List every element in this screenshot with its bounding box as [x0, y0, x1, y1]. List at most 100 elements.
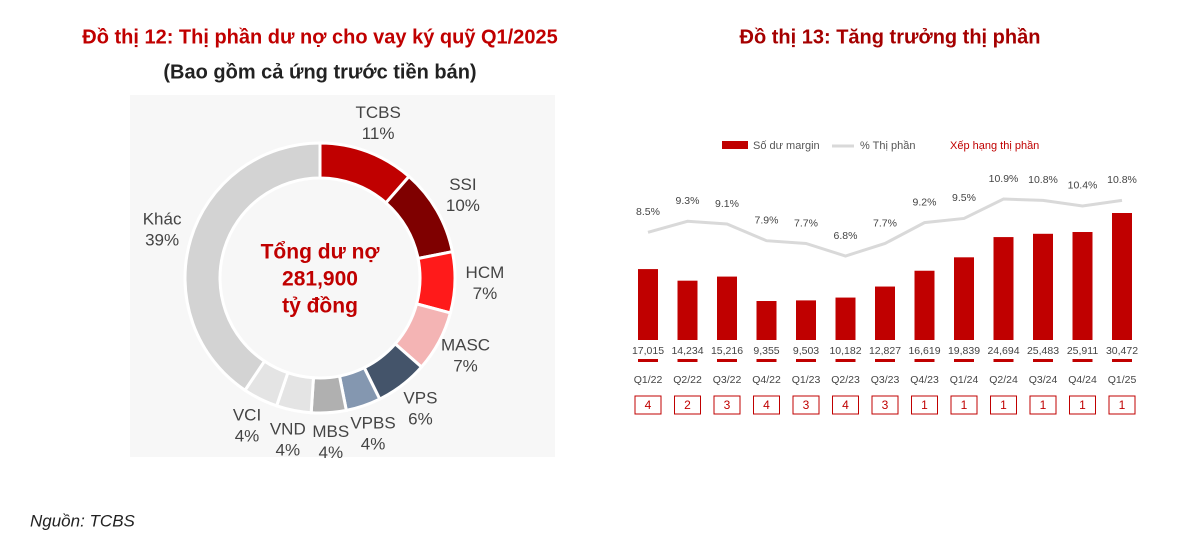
bar-foot	[756, 359, 777, 362]
slice-value: 11%	[362, 124, 395, 143]
rank-box	[990, 395, 1017, 415]
rank-box	[792, 395, 820, 415]
x-tick-label: Q3/23	[871, 374, 900, 386]
bar-foot	[717, 359, 737, 362]
x-tick-label: Q4/23	[910, 374, 939, 386]
line-value-label: 9.1%	[715, 198, 739, 210]
bar-value-label: 19,839	[948, 345, 980, 357]
slice-label: MBS	[312, 422, 349, 441]
rank-label: 4	[645, 398, 652, 412]
rank-box	[634, 395, 662, 415]
rank-box	[832, 395, 859, 415]
slice-value: 4%	[235, 426, 260, 445]
bar	[914, 270, 935, 340]
bar	[677, 280, 698, 340]
rank-box	[1108, 395, 1136, 415]
slice-label: HCM	[466, 263, 505, 282]
line-value-label: 7.7%	[794, 217, 818, 229]
slice-value: 6%	[408, 409, 433, 428]
bar	[954, 257, 974, 340]
slice-value: 10%	[446, 196, 480, 215]
rank-label: 1	[961, 398, 968, 412]
rank-box	[753, 395, 780, 415]
rank-label: 2	[684, 398, 691, 412]
bar-foot	[638, 359, 658, 362]
slice-value: 4%	[361, 435, 386, 454]
line-value-label: 7.9%	[755, 214, 779, 226]
chart-title: Đồ thị 12: Thị phần dư nợ cho vay ký quỹ…	[82, 26, 557, 48]
legend-label: Số dư margin	[753, 140, 820, 152]
bar-value-label: 9,355	[753, 345, 779, 357]
slice-label: VCI	[233, 405, 261, 424]
center-label: Tổng dư nợ	[261, 241, 380, 264]
slice-value: 4%	[319, 443, 344, 462]
bar-foot	[993, 359, 1014, 362]
bar-value-label: 25,483	[1027, 345, 1059, 357]
bar-foot	[875, 359, 895, 362]
line-value-label: 10.8%	[1028, 174, 1058, 186]
rank-label: 1	[1119, 398, 1126, 412]
slice-value: 7%	[453, 356, 478, 375]
bar	[638, 269, 658, 340]
rank-label: 3	[882, 398, 889, 412]
x-tick-label: Q1/25	[1108, 374, 1137, 386]
x-tick-label: Q3/22	[713, 374, 742, 386]
rank-box	[1029, 395, 1057, 415]
line-value-label: 9.3%	[676, 195, 700, 207]
pie-slice	[414, 249, 457, 315]
bar-value-label: 24,694	[987, 345, 1019, 357]
x-tick-label: Q4/22	[752, 374, 781, 386]
rank-label: 4	[842, 398, 849, 412]
bar-value-label: 30,472	[1106, 345, 1138, 357]
slice-label: VPS	[403, 388, 437, 407]
bar-value-label: 16,619	[908, 345, 940, 357]
bar-foot	[954, 359, 974, 362]
pie-slice	[309, 374, 349, 415]
line-value-label: 9.5%	[952, 192, 976, 204]
bar-foot	[1033, 359, 1053, 362]
line-value-label: 6.8%	[834, 230, 858, 242]
bar	[993, 237, 1014, 340]
rank-box	[911, 395, 938, 415]
x-tick-label: Q1/24	[950, 374, 979, 386]
bar-foot	[677, 359, 698, 362]
x-tick-label: Q2/23	[831, 374, 860, 386]
line	[647, 197, 1123, 258]
bar-value-label: 10,182	[829, 345, 861, 357]
bar-value-label: 14,234	[671, 345, 703, 357]
bar-foot	[1072, 359, 1093, 362]
bar-value-label: 15,216	[711, 345, 743, 357]
legend-label: Xếp hạng thị phần	[950, 140, 1039, 152]
center-label: tỷ đồng	[282, 295, 358, 318]
rank-label: 4	[763, 398, 770, 412]
x-tick-label: Q2/24	[989, 374, 1018, 386]
slice-value: 7%	[473, 284, 498, 303]
bar-value-label: 25,911	[1067, 345, 1098, 357]
legend-label: % Thị phần	[860, 140, 915, 152]
bar	[875, 286, 895, 340]
rank-label: 3	[724, 398, 731, 412]
bar	[835, 297, 856, 340]
rank-box	[713, 395, 741, 415]
rank-label: 1	[1040, 398, 1047, 412]
chart-subtitle: (Bao gồm cả ứng trước tiền bán)	[163, 61, 476, 83]
slice-value: 39%	[145, 231, 179, 250]
rank-box	[674, 395, 701, 415]
bar-value-label: 17,015	[632, 345, 664, 357]
line-value-label: 7.7%	[873, 217, 897, 229]
bar	[717, 276, 737, 340]
bar-foot	[796, 359, 816, 362]
x-tick-label: Q1/22	[634, 374, 663, 386]
line-value-label: 10.8%	[1107, 174, 1137, 186]
bar-value-label: 12,827	[869, 345, 901, 357]
line-value-label: 10.4%	[1068, 180, 1098, 192]
slice-label: MASC	[441, 335, 490, 354]
bar	[796, 300, 816, 340]
bar	[756, 301, 777, 340]
bar-foot	[914, 359, 935, 362]
x-tick-label: Q4/24	[1068, 374, 1097, 386]
line-value-label: 10.9%	[989, 173, 1019, 185]
slice-label: VPBS	[350, 414, 395, 433]
rank-box	[950, 395, 978, 415]
legend-swatch	[722, 141, 748, 149]
